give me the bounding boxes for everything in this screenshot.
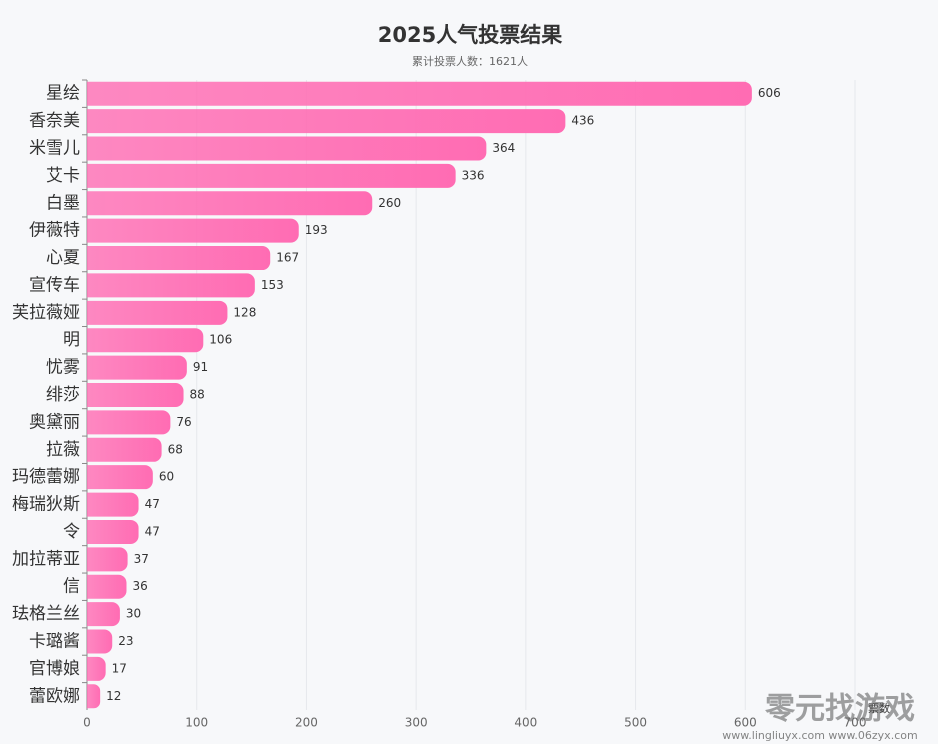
- y-tick-label: 信: [63, 577, 80, 597]
- value-label: 260: [378, 196, 401, 210]
- y-tick-label: 奥黛丽: [29, 412, 80, 432]
- y-tick-label: 宣传车: [29, 275, 80, 295]
- bar: [87, 191, 373, 216]
- bar: [87, 547, 128, 572]
- y-tick-label: 梅瑞狄斯: [12, 495, 80, 515]
- bar: [87, 273, 255, 298]
- value-label: 167: [276, 251, 299, 265]
- bar: [87, 81, 752, 106]
- y-tick-label: 令: [63, 522, 80, 542]
- y-tick-label: 明: [63, 330, 80, 350]
- value-label: 436: [571, 114, 594, 128]
- value-label: 153: [261, 278, 284, 292]
- y-tick-label: 加拉蒂亚: [12, 549, 80, 569]
- x-tick-label: 600: [734, 716, 757, 730]
- value-label: 47: [145, 524, 160, 538]
- value-label: 88: [190, 388, 205, 402]
- x-tick-label: 500: [624, 716, 647, 730]
- x-tick-label: 300: [405, 716, 428, 730]
- y-tick-label: 芙拉薇娅: [12, 303, 80, 323]
- y-tick-label: 官博娘: [29, 659, 80, 679]
- y-tick-label: 白墨: [46, 193, 80, 213]
- chart-subtitle: 累计投票人数：1621人: [412, 54, 528, 68]
- y-tick-label: 蕾欧娜: [29, 686, 80, 706]
- bar: [87, 410, 171, 435]
- value-label: 91: [193, 360, 208, 374]
- bar: [87, 163, 456, 188]
- value-label: 193: [305, 223, 328, 237]
- value-label: 47: [145, 497, 160, 511]
- value-label: 606: [758, 86, 781, 100]
- x-axis-label: 票数: [868, 702, 890, 715]
- value-label: 17: [112, 661, 127, 675]
- value-label: 36: [132, 579, 147, 593]
- y-tick-label: 珐格兰丝: [12, 604, 80, 624]
- watermark-sites: www.lingliuyx.com www.06zyx.com: [722, 729, 917, 742]
- bar: [87, 602, 120, 627]
- bar: [87, 684, 101, 709]
- value-label: 37: [134, 552, 149, 566]
- y-tick-label: 艾卡: [46, 166, 80, 186]
- value-label: 336: [462, 168, 485, 182]
- x-tick-label: 400: [514, 716, 537, 730]
- bar: [87, 465, 153, 490]
- value-label: 23: [118, 634, 133, 648]
- value-label: 12: [106, 689, 121, 703]
- value-label: 128: [233, 305, 256, 319]
- bar: [87, 437, 162, 462]
- y-tick-label: 忧雾: [46, 358, 80, 378]
- chart-title: 2025人气投票结果: [378, 23, 562, 47]
- bar: [87, 355, 187, 380]
- value-label: 30: [126, 607, 141, 621]
- bar: [87, 300, 228, 325]
- y-tick-label: 米雪儿: [29, 138, 80, 158]
- bar: [87, 246, 271, 271]
- x-tick-label: 0: [83, 716, 91, 730]
- value-label: 76: [176, 415, 191, 429]
- y-tick-label: 绯莎: [46, 385, 80, 405]
- x-tick-label: 700: [844, 716, 867, 730]
- bar: [87, 629, 113, 654]
- x-tick-label: 100: [185, 716, 208, 730]
- value-label: 60: [159, 470, 174, 484]
- bar: [87, 656, 106, 681]
- bar: [87, 519, 139, 544]
- bar: [87, 109, 566, 134]
- bar: [87, 383, 184, 407]
- y-tick-label: 伊薇特: [29, 221, 80, 241]
- y-tick-label: 星绘: [46, 84, 80, 104]
- bar: [87, 492, 139, 517]
- value-label: 68: [168, 442, 183, 456]
- bar: [87, 218, 299, 243]
- value-label: 364: [492, 141, 515, 155]
- y-tick-label: 拉薇: [46, 440, 80, 460]
- y-tick-label: 玛德蕾娜: [12, 467, 80, 487]
- value-label: 106: [209, 333, 232, 347]
- bar: [87, 328, 204, 353]
- y-tick-label: 香奈美: [29, 111, 80, 131]
- bar: [87, 574, 127, 599]
- watermark-brand: 零元找游戏: [765, 692, 915, 727]
- y-tick-label: 卡璐酱: [29, 632, 80, 652]
- bar: [87, 136, 487, 161]
- x-tick-label: 200: [295, 716, 318, 730]
- y-tick-label: 心夏: [46, 248, 80, 268]
